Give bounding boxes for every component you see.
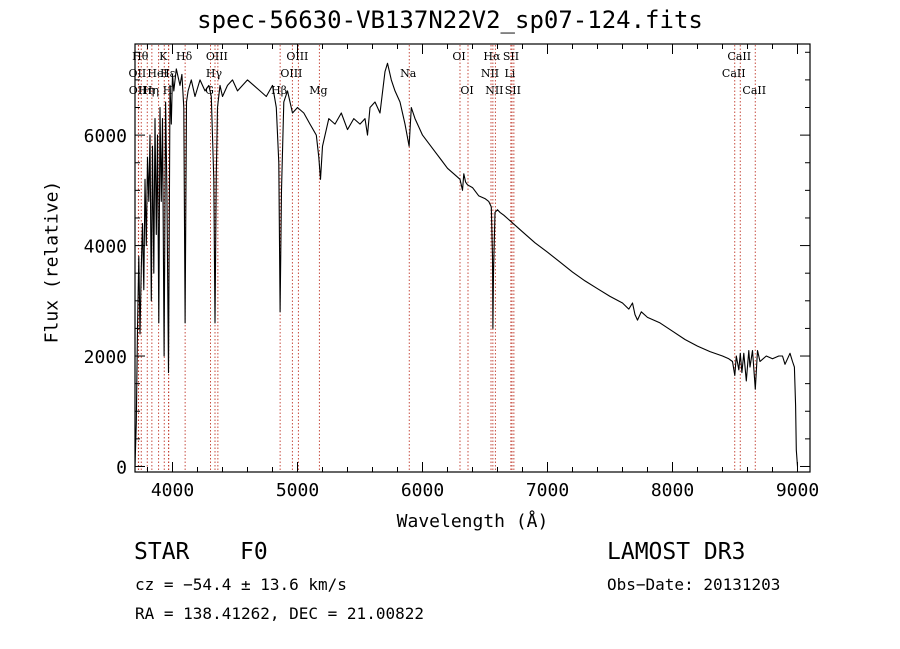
line-label-Hβ: Hβ — [271, 84, 287, 97]
line-label-OII: OII — [129, 67, 147, 80]
line-label-H: H — [163, 84, 173, 97]
line-label-OIII: OIII — [286, 50, 308, 63]
line-label-Hη: Hη — [138, 84, 154, 97]
line-label-CaII: CaII — [727, 50, 751, 63]
x-axis-label: Wavelength (Å) — [396, 511, 549, 532]
line-label-NII: NII — [485, 84, 503, 97]
survey-name: LAMOST DR3 — [607, 539, 746, 565]
line-label-CaII: CaII — [742, 84, 766, 97]
line-label-Na: Na — [400, 67, 417, 80]
line-label-Mg: Mg — [309, 84, 327, 97]
line-label-HeI: HeI — [147, 67, 167, 80]
line-label-Hδ: Hδ — [176, 50, 193, 63]
line-label-K: K — [159, 50, 168, 63]
line-label-OI: OI — [460, 84, 473, 97]
object-subclass: F0 — [240, 539, 268, 565]
line-label-Hη: Hη — [143, 84, 159, 97]
line-labels: HθOIIOIIHηHηHeIKHHεHδGHγOIIIHβOIIIOIIIMg… — [129, 50, 767, 97]
line-label-NII: NII — [481, 67, 499, 80]
line-label-SII: SII — [505, 84, 521, 97]
x-tick-label: 6000 — [401, 480, 444, 501]
line-label-OI: OI — [452, 50, 465, 63]
y-axis-ticks: 0 2000 4000 6000 — [84, 51, 810, 478]
plot-frame — [134, 43, 811, 473]
object-class: STAR — [134, 539, 190, 565]
line-label-OIII: OIII — [206, 50, 228, 63]
y-tick-label: 4000 — [84, 237, 127, 258]
x-tick-label: 4000 — [151, 480, 194, 501]
x-tick-label: 5000 — [276, 480, 319, 501]
coordinates: RA = 138.41262, DEC = 21.00822 — [135, 604, 424, 623]
line-label-Hθ: Hθ — [132, 50, 149, 63]
y-tick-label: 6000 — [84, 126, 127, 147]
spectrum-line — [134, 62, 799, 467]
observation-date: Obs−Date: 20131203 — [607, 575, 781, 594]
line-label-CaII: CaII — [722, 67, 746, 80]
redshift-velocity: cz = −54.4 ± 13.6 km/s — [135, 575, 347, 594]
x-tick-label: 8000 — [651, 480, 694, 501]
x-tick-label: 9000 — [776, 480, 819, 501]
y-tick-label: 0 — [116, 457, 127, 478]
x-tick-label: 7000 — [526, 480, 569, 501]
line-label-OIII: OIII — [280, 67, 302, 80]
line-label-Li: Li — [504, 67, 515, 80]
chart-title: spec-56630-VB137N22V2_sp07-124.fits — [197, 6, 703, 34]
line-label-OII: OII — [129, 84, 147, 97]
line-label-Hγ: Hγ — [206, 67, 223, 80]
line-markers — [137, 45, 756, 471]
y-axis-label: Flux (relative) — [41, 180, 63, 344]
line-label-Hε: Hε — [160, 67, 176, 80]
line-label-SII: SII — [503, 50, 519, 63]
x-axis-ticks: 4000 5000 6000 7000 8000 9000 — [147, 44, 819, 501]
line-label-Hα: Hα — [483, 50, 501, 63]
y-tick-label: 2000 — [84, 347, 127, 368]
